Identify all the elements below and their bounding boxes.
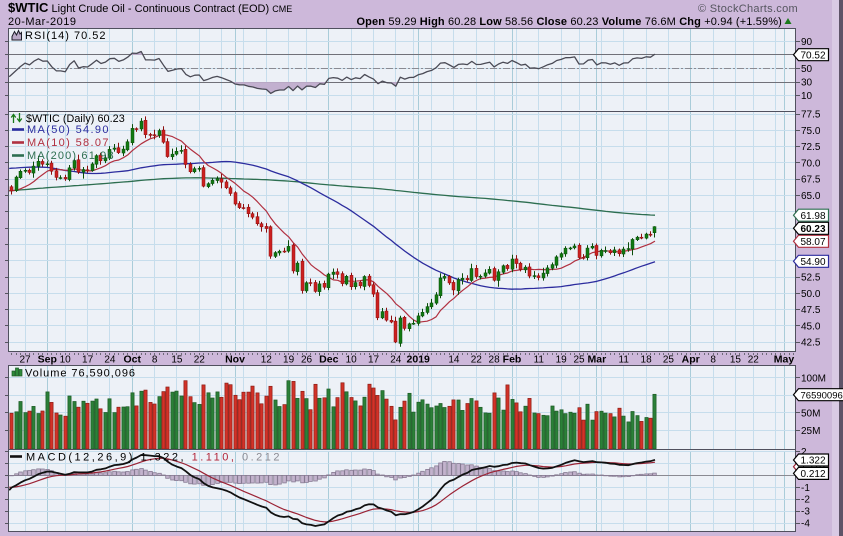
svg-text:67.5: 67.5	[801, 175, 821, 186]
svg-text:MACD(12,26,9) 1.322, 1.110, 0.: MACD(12,26,9) 1.322, 1.110, 0.212	[26, 452, 282, 464]
svg-text:45.0: 45.0	[801, 321, 821, 332]
svg-text:50: 50	[801, 64, 813, 75]
svg-text:$WTIC (Daily) 60.23: $WTIC (Daily) 60.23	[26, 113, 125, 125]
svg-text:18: 18	[641, 355, 653, 366]
svg-text:8: 8	[152, 355, 158, 366]
svg-text:RSI(14) 70.52: RSI(14) 70.52	[25, 30, 106, 42]
svg-text:10: 10	[346, 355, 358, 366]
svg-text:24: 24	[104, 355, 116, 366]
svg-text:11: 11	[619, 355, 630, 366]
svg-text:$WTIC Light Crude Oil - Contin: $WTIC Light Crude Oil - Continuous Contr…	[8, 0, 292, 15]
svg-text:76590096: 76590096	[801, 390, 843, 401]
svg-text:100M: 100M	[801, 373, 826, 384]
svg-text:27: 27	[19, 355, 31, 366]
svg-text:Volume 76,590,096: Volume 76,590,096	[25, 368, 136, 380]
svg-text:28: 28	[489, 355, 501, 366]
svg-text:58.07: 58.07	[801, 237, 826, 248]
svg-text:Mar: Mar	[588, 354, 607, 366]
svg-text:54.90: 54.90	[801, 257, 826, 268]
svg-text:MA(10) 58.07: MA(10) 58.07	[27, 137, 110, 149]
svg-text:Oct: Oct	[123, 354, 141, 366]
svg-text:2019: 2019	[407, 354, 431, 366]
svg-text:2: 2	[801, 447, 807, 458]
svg-text:-4: -4	[801, 519, 810, 530]
svg-text:11: 11	[534, 355, 545, 366]
svg-text:22: 22	[194, 355, 206, 366]
svg-text:19: 19	[556, 355, 568, 366]
svg-text:20-Mar-2019: 20-Mar-2019	[8, 16, 76, 28]
svg-text:17: 17	[82, 355, 94, 366]
svg-text:19: 19	[283, 355, 295, 366]
svg-text:61.98: 61.98	[801, 211, 826, 222]
svg-text:May: May	[774, 354, 795, 366]
svg-text:15: 15	[730, 355, 742, 366]
svg-text:Nov: Nov	[225, 354, 245, 366]
svg-text:24: 24	[390, 355, 402, 366]
svg-text:-3: -3	[801, 507, 810, 518]
svg-text:17: 17	[368, 355, 380, 366]
svg-text:72.5: 72.5	[801, 142, 821, 153]
svg-text:10: 10	[801, 91, 813, 102]
svg-text:70.0: 70.0	[801, 158, 821, 169]
svg-text:MA(200) 61.98: MA(200) 61.98	[27, 150, 115, 162]
svg-text:Feb: Feb	[503, 354, 522, 366]
svg-text:90: 90	[801, 37, 813, 48]
svg-text:25M: 25M	[801, 426, 820, 437]
svg-text:0.212: 0.212	[801, 469, 826, 480]
svg-text:-2: -2	[801, 495, 810, 506]
svg-text:10: 10	[60, 355, 72, 366]
svg-text:Open 59.29 High 60.28 Low 58.5: Open 59.29 High 60.28 Low 58.56 Close 60…	[356, 16, 782, 28]
svg-text:52.5: 52.5	[801, 273, 821, 284]
svg-text:77.5: 77.5	[801, 110, 821, 121]
svg-text:42.5: 42.5	[801, 338, 821, 349]
svg-text:25: 25	[573, 355, 585, 366]
svg-text:-1: -1	[801, 483, 810, 494]
svg-text:MA(50) 54.90: MA(50) 54.90	[27, 124, 110, 136]
svg-text:70.52: 70.52	[801, 50, 826, 61]
svg-text:22: 22	[471, 355, 483, 366]
svg-text:30: 30	[801, 78, 813, 89]
svg-text:26: 26	[301, 355, 313, 366]
svg-text:Dec: Dec	[319, 354, 338, 366]
svg-text:50.0: 50.0	[801, 289, 821, 300]
svg-text:14: 14	[448, 355, 460, 366]
svg-text:15: 15	[171, 355, 183, 366]
svg-text:8: 8	[710, 355, 716, 366]
svg-text:47.5: 47.5	[801, 305, 821, 316]
svg-text:© StockCharts.com: © StockCharts.com	[698, 3, 798, 15]
svg-text:22: 22	[748, 355, 760, 366]
svg-text:1.322: 1.322	[801, 456, 826, 467]
svg-text:Sep: Sep	[38, 354, 57, 366]
svg-text:25: 25	[663, 355, 675, 366]
svg-text:60.23: 60.23	[801, 224, 826, 235]
svg-text:Apr: Apr	[682, 354, 700, 366]
svg-text:50M: 50M	[801, 408, 820, 419]
svg-text:12: 12	[261, 355, 273, 366]
svg-text:65.0: 65.0	[801, 191, 821, 202]
svg-text:75.0: 75.0	[801, 126, 821, 137]
